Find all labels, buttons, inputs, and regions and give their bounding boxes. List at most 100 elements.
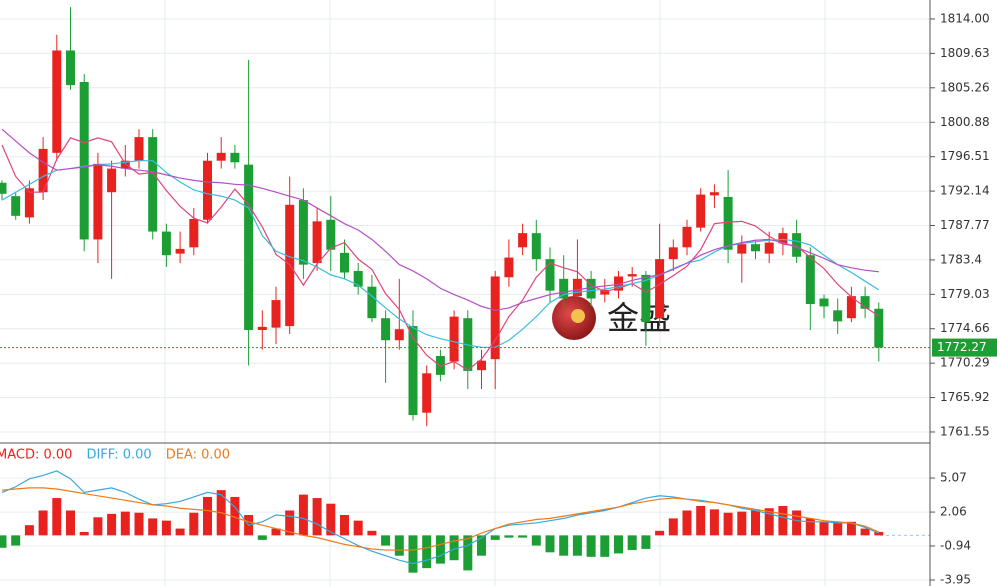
last-price-box <box>932 338 997 357</box>
candle-body <box>326 219 336 250</box>
candle-body <box>93 163 103 240</box>
candle-body <box>737 244 747 254</box>
candle-body <box>600 289 610 295</box>
candle-body <box>107 168 117 193</box>
candle-body <box>394 329 404 341</box>
candle-body <box>655 259 665 319</box>
macd-bar <box>189 512 199 536</box>
y-tick-label: 1809.63 <box>940 46 990 60</box>
macd-bar <box>367 530 377 536</box>
macd-bar <box>737 511 747 536</box>
macd-bar <box>394 535 404 556</box>
candle-body <box>175 248 185 254</box>
macd-bar <box>353 520 363 536</box>
macd-bar <box>874 531 884 536</box>
y-tick-label: 5.07 <box>940 471 967 485</box>
candle-body <box>161 231 171 256</box>
candle-body <box>148 137 158 232</box>
axis: 1814.00 1809.63 1805.26 1800.88 1796.51 1792.… <box>930 11 997 586</box>
candle-body <box>66 50 75 86</box>
macd-bar <box>545 535 555 553</box>
candle-body <box>367 286 377 319</box>
macd-bar <box>435 535 445 564</box>
macd-bar <box>627 535 637 551</box>
macd-bar <box>860 528 870 536</box>
candle-body <box>764 242 774 254</box>
y-tick-label: 1814.00 <box>940 11 990 25</box>
macd-bar <box>477 535 486 556</box>
macd-bar <box>175 528 185 536</box>
candle-body <box>230 152 240 163</box>
candle-body <box>682 226 692 248</box>
macd-bar <box>614 535 623 554</box>
candle-body <box>504 257 514 278</box>
candle-body <box>257 326 267 331</box>
candle-body <box>846 296 856 319</box>
candle-body <box>860 296 870 309</box>
y-tick-label: 1805.26 <box>940 80 990 94</box>
y-tick-label: 1761.55 <box>940 424 990 438</box>
macd-bar <box>682 510 692 536</box>
macd-bar <box>572 535 582 556</box>
macd-bar <box>805 518 815 536</box>
macd-bar <box>668 518 678 536</box>
macd-bar <box>641 535 651 549</box>
candle-body <box>490 276 500 360</box>
candle-body <box>874 308 884 348</box>
candle-body <box>340 252 349 273</box>
candle-body <box>435 355 445 375</box>
macd-bar <box>764 508 774 536</box>
macd-bar <box>655 530 665 536</box>
macd-bar <box>751 510 760 536</box>
candle-body <box>518 233 528 248</box>
macd-bar <box>586 535 596 557</box>
macd-bar <box>463 535 473 571</box>
y-tick-label: 1770.29 <box>940 356 990 370</box>
macd-bar <box>709 509 719 536</box>
macd-bar <box>52 498 62 536</box>
candle-body <box>627 274 637 277</box>
y-tick-label: 2.06 <box>940 505 967 519</box>
legend-label: DEA: 0.00 <box>166 448 230 463</box>
macd-bar <box>326 503 336 536</box>
y-tick-label: 1787.77 <box>940 218 990 232</box>
candle-body <box>751 244 760 252</box>
y-tick-label: 1774.66 <box>940 321 990 335</box>
candle-body <box>120 160 130 169</box>
macd-bar <box>696 505 706 536</box>
candle-body <box>792 233 802 257</box>
candle-body <box>134 137 144 161</box>
y-tick-label: 1779.03 <box>940 287 990 301</box>
y-tick-label: 1792.14 <box>940 184 990 198</box>
candle-body <box>572 278 582 297</box>
macd-line <box>1 487 880 551</box>
macd-bar <box>600 535 610 557</box>
macd-bar <box>0 535 7 548</box>
candle-body <box>79 81 89 240</box>
candle-body <box>559 278 569 299</box>
candle-body <box>668 247 678 260</box>
y-tick-label: -3.95 <box>940 573 971 586</box>
candle-body <box>381 318 391 341</box>
candle-body <box>408 326 418 416</box>
candle-body <box>709 192 719 196</box>
candle-body <box>422 373 432 413</box>
candle-body <box>819 298 829 307</box>
macd-bar <box>271 528 281 536</box>
macd-bar <box>257 535 267 540</box>
macd-bar <box>792 510 802 536</box>
candle-body <box>38 148 48 193</box>
macd-bar <box>833 521 843 536</box>
macd-bar <box>518 535 528 538</box>
macd-bar <box>79 531 89 536</box>
macd-bar <box>778 505 788 536</box>
candle-body <box>216 152 226 161</box>
macd-bar <box>134 512 144 536</box>
macd-bar <box>161 520 171 536</box>
macd-bar <box>93 517 103 536</box>
y-tick-label: 1765.92 <box>940 390 990 404</box>
macd-bar <box>381 535 391 546</box>
candle-body <box>189 218 199 248</box>
macd-bar <box>11 535 21 546</box>
